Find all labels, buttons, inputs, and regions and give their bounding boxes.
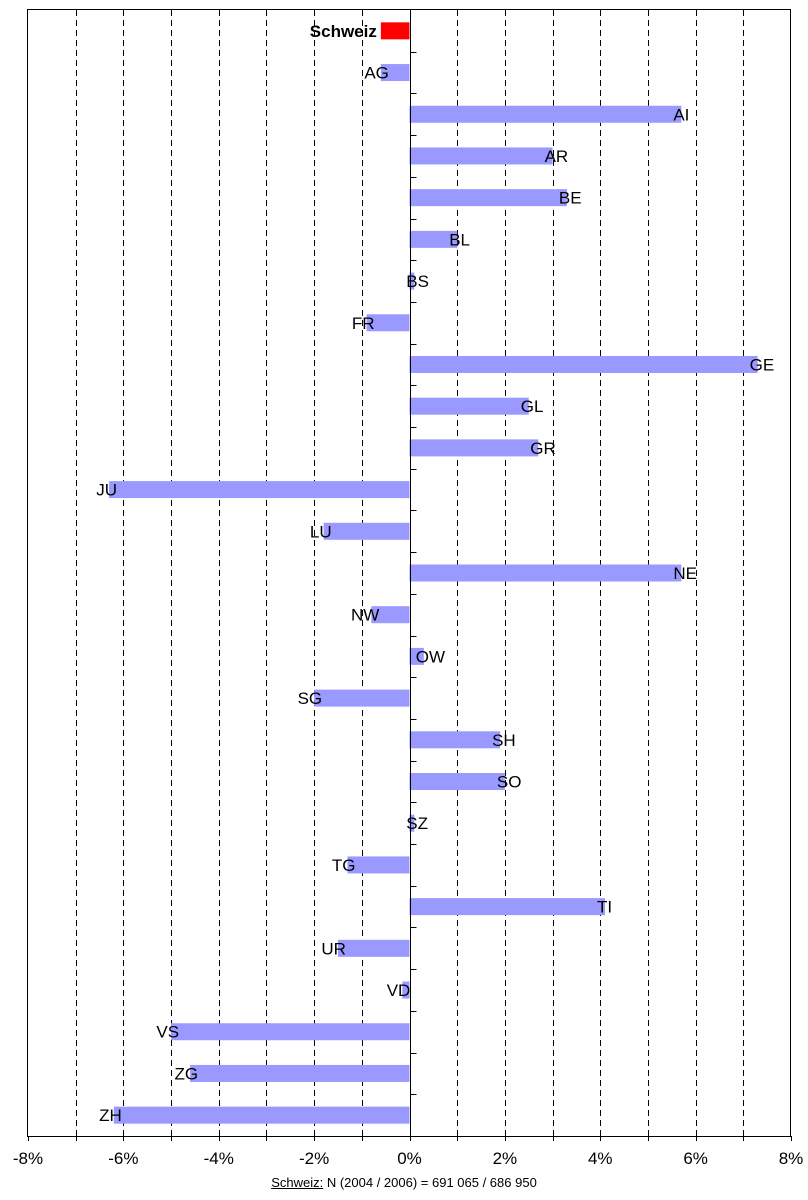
- category-label-ag: AG: [364, 64, 389, 83]
- category-label-ge: GE: [750, 355, 775, 374]
- bar-nw: [371, 606, 410, 624]
- category-label-ai: AI: [673, 105, 689, 124]
- category-label-schweiz: Schweiz: [310, 22, 377, 41]
- footnote-text: N (2004 / 2006) = 691 065 / 686 950: [323, 1175, 537, 1190]
- bar-sg: [314, 689, 410, 707]
- x-tick-label: -8%: [13, 1149, 43, 1168]
- x-tick-label: 0%: [397, 1149, 422, 1168]
- x-tick-label: 2%: [493, 1149, 518, 1168]
- bar-schweiz: [380, 22, 410, 40]
- axes: [28, 10, 792, 1141]
- category-label-tg: TG: [332, 856, 356, 875]
- bar-lu: [323, 522, 410, 540]
- category-label-ow: OW: [416, 647, 445, 666]
- category-label-bs: BS: [406, 272, 429, 291]
- category-label-so: SO: [497, 773, 522, 792]
- bar-ow: [409, 647, 424, 665]
- category-label-vs: VS: [156, 1023, 179, 1042]
- bar-ne: [409, 564, 682, 582]
- category-label-fr: FR: [352, 314, 375, 333]
- x-tick-label: 4%: [588, 1149, 613, 1168]
- category-label-ju: JU: [96, 481, 117, 500]
- bar-ag: [380, 64, 410, 82]
- bars: [109, 22, 758, 1124]
- category-label-ti: TI: [597, 898, 612, 917]
- bar-zg: [190, 1064, 410, 1082]
- x-tick-label: -4%: [204, 1149, 234, 1168]
- bar-ur: [337, 939, 410, 957]
- x-tick-label: 8%: [779, 1149, 804, 1168]
- category-label-sg: SG: [298, 689, 323, 708]
- category-label-sz: SZ: [406, 814, 428, 833]
- x-tick-label: -6%: [108, 1149, 138, 1168]
- category-label-ur: UR: [321, 939, 346, 958]
- bar-tg: [347, 856, 410, 874]
- footnote: Schweiz: N (2004 / 2006) = 691 065 / 686…: [0, 1175, 808, 1190]
- bar-be: [409, 189, 567, 207]
- category-label-lu: LU: [310, 522, 332, 541]
- bar-fr: [366, 314, 410, 332]
- category-label-ne: NE: [673, 564, 697, 583]
- bar-ge: [409, 355, 758, 373]
- category-labels: Schweiz AG AI AR BE BL BS FR GE GL GR JU LU NE NW OW SG S…: [96, 22, 774, 1125]
- category-label-gl: GL: [521, 397, 544, 416]
- bar-gr: [409, 439, 539, 457]
- x-tick-label: -2%: [299, 1149, 329, 1168]
- bar-so: [409, 773, 505, 791]
- bar-gl: [409, 397, 529, 415]
- footnote-label: Schweiz:: [271, 1175, 324, 1190]
- category-label-zg: ZG: [175, 1064, 199, 1083]
- bar-sh: [409, 731, 501, 749]
- category-label-gr: GR: [530, 439, 556, 458]
- category-label-ar: AR: [545, 147, 569, 166]
- bar-ar: [409, 147, 553, 165]
- bar-bs: [409, 272, 415, 290]
- bar-ju: [109, 481, 410, 499]
- category-label-bl: BL: [449, 230, 470, 249]
- bar-bl: [409, 230, 458, 248]
- bar-ai: [409, 105, 682, 123]
- category-label-nw: NW: [351, 606, 379, 625]
- category-label-vd: VD: [387, 981, 411, 1000]
- category-label-zh: ZH: [99, 1106, 122, 1125]
- bar-zh: [113, 1106, 410, 1124]
- x-tick-labels: -8% -6% -4% -2% 0% 2% 4% 6% 8%: [13, 1149, 803, 1168]
- x-tick-label: 6%: [683, 1149, 708, 1168]
- category-label-sh: SH: [492, 731, 516, 750]
- bar-sz: [409, 814, 415, 832]
- bar-vs: [171, 1023, 410, 1041]
- bar-ti: [409, 898, 606, 916]
- category-label-be: BE: [559, 189, 582, 208]
- bar-vd: [402, 981, 410, 999]
